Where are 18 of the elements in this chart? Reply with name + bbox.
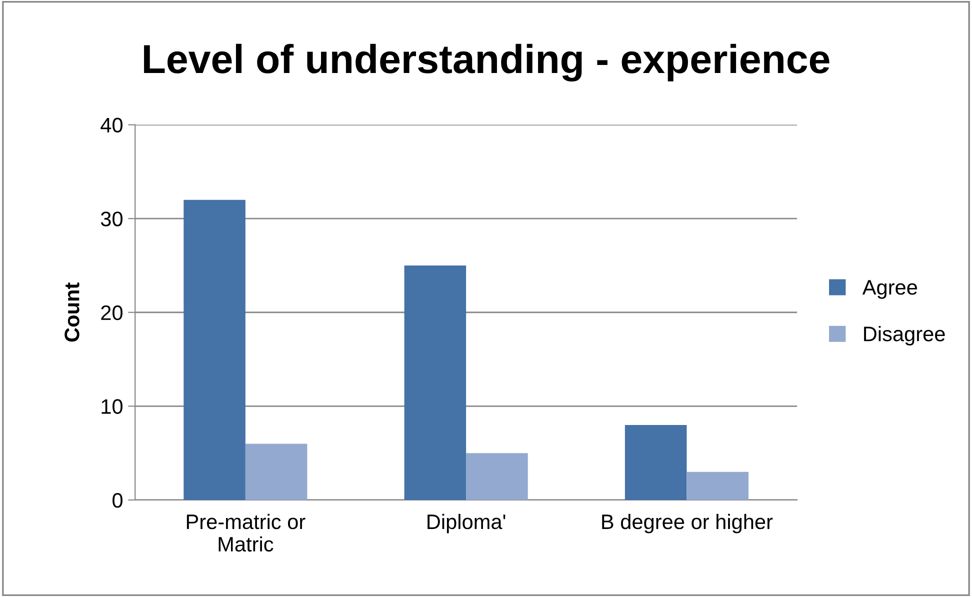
legend-label: Disagree — [864, 326, 945, 346]
bar — [245, 444, 308, 500]
y-axis-title: Count — [64, 282, 80, 342]
y-tick-label: 20 — [101, 305, 122, 320]
bar — [466, 453, 528, 500]
chart-title: Level of understanding - experience — [144, 44, 830, 82]
y-tick-label: 0 — [112, 492, 122, 508]
y-tick-label: 30 — [100, 212, 122, 226]
x-tick-label: B degree or higher — [602, 514, 773, 534]
legend-label: Agree — [862, 280, 918, 299]
x-tick-label: Pre-matric or Matric — [186, 514, 306, 552]
x-tick-label: Diploma' — [428, 514, 506, 534]
bar — [404, 265, 466, 500]
y-tick-label: 10 — [102, 399, 122, 414]
bar — [624, 424, 687, 500]
bar — [686, 472, 748, 500]
y-tick-label: 40 — [100, 118, 122, 133]
bar — [184, 200, 246, 500]
